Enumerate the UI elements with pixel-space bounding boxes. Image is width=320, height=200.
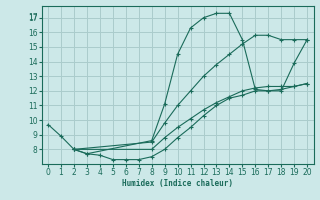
Text: 17: 17	[28, 13, 37, 22]
X-axis label: Humidex (Indice chaleur): Humidex (Indice chaleur)	[122, 179, 233, 188]
